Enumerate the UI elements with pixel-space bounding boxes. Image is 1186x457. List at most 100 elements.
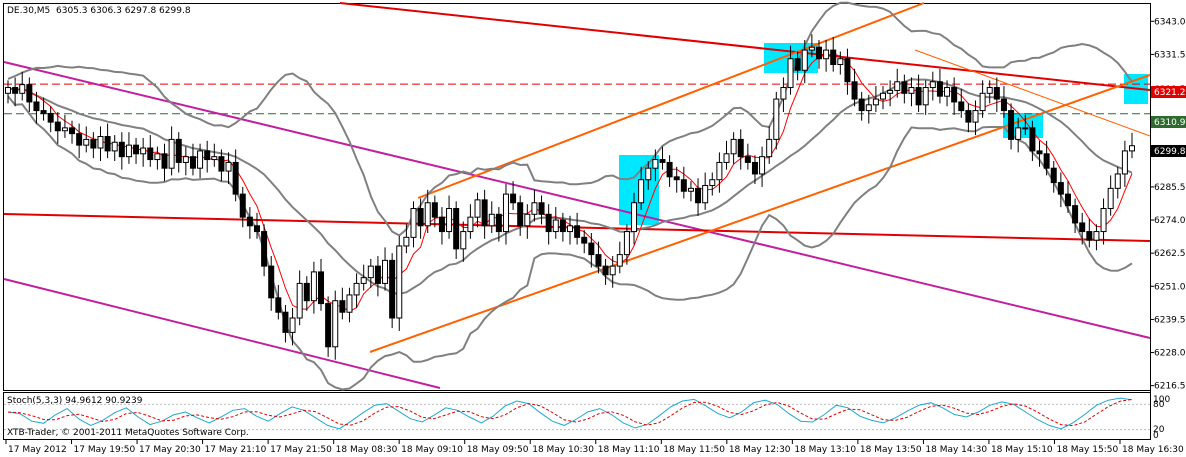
candle-body (524, 213, 531, 227)
price-tick-label: 6343.0 (1154, 17, 1186, 27)
candle-body (424, 202, 431, 227)
candle (986, 80, 993, 104)
candle (780, 77, 787, 113)
candle (588, 233, 595, 268)
candle-body (40, 110, 47, 114)
candle (616, 241, 623, 274)
candle-body (951, 87, 958, 103)
candle (1100, 198, 1107, 245)
candle-body (631, 202, 638, 233)
candle-body (880, 92, 887, 100)
candle-body (823, 49, 830, 60)
candle-body (766, 138, 773, 158)
candle (801, 40, 808, 84)
candles-layer (5, 34, 1135, 360)
candle (965, 103, 972, 133)
candle-body (446, 208, 453, 233)
candle-body (133, 144, 140, 155)
candle (751, 155, 758, 185)
candle (481, 189, 488, 239)
candle (374, 256, 381, 297)
candle-body (730, 138, 737, 155)
candle (1015, 117, 1022, 153)
candle-body (396, 245, 403, 319)
candle (225, 152, 232, 185)
candle (979, 80, 986, 118)
candle (189, 143, 196, 176)
candle-body (168, 138, 175, 169)
bollinger-upper (7, 1, 1133, 237)
candle-body (289, 317, 296, 333)
candle (744, 143, 751, 170)
candle (168, 126, 175, 176)
candle (90, 132, 97, 159)
candle (232, 149, 239, 202)
candle (645, 160, 652, 190)
candle (12, 77, 19, 107)
candle-body (773, 98, 780, 140)
candle-body (33, 101, 40, 112)
candle (837, 51, 844, 75)
candle-body (794, 58, 801, 71)
candle-body (218, 156, 225, 172)
candle-body (702, 184, 709, 204)
candle (737, 129, 744, 170)
candle-body (431, 202, 438, 218)
candle (1022, 114, 1029, 136)
candle (289, 307, 296, 346)
candle (830, 37, 837, 72)
candle (495, 207, 502, 242)
candle (1093, 224, 1100, 251)
candle (389, 253, 396, 329)
candle-body (965, 110, 972, 123)
candle (438, 207, 445, 245)
candle-body (1086, 231, 1093, 241)
candle-body (723, 153, 730, 163)
candle (638, 166, 645, 210)
svg-text:6299.8: 6299.8 (1154, 147, 1186, 157)
candle-body (801, 49, 808, 71)
time-tick-label: 18 May 15:10 (991, 445, 1053, 455)
candle-body (182, 156, 189, 163)
candle (936, 68, 943, 104)
candle-body (282, 311, 289, 333)
candle-body (958, 101, 965, 112)
candle (332, 290, 339, 360)
candle (431, 195, 438, 228)
candle (623, 224, 630, 265)
candle (794, 51, 801, 81)
candle (1050, 160, 1057, 193)
candle-body (225, 161, 232, 172)
candle-body (339, 300, 346, 313)
candle-body (602, 265, 609, 276)
time-tick-label: 18 May 08:30 (336, 445, 398, 455)
time-axis: 17 May 2012 17 May 19:50 17 May 20:30 17 Ma… (5, 440, 1184, 455)
candle (410, 201, 417, 248)
candle-body (246, 216, 253, 227)
candle-body (61, 127, 68, 132)
time-tick-label: 18 May 13:50 (860, 445, 922, 455)
candle-body (638, 179, 645, 204)
candle-body (389, 259, 396, 319)
candle-body (318, 271, 325, 305)
candle (488, 201, 495, 234)
candle (40, 97, 47, 121)
candle-body (588, 242, 595, 256)
price-tick-label: 6228.0 (1154, 349, 1186, 359)
candle (47, 106, 54, 133)
candle-body (303, 282, 310, 302)
candle-body (922, 87, 929, 106)
candle-body (972, 110, 979, 123)
candle (453, 201, 460, 259)
candle-body (104, 136, 111, 152)
time-tick-label: 17 May 21:50 (270, 445, 332, 455)
candle (54, 112, 61, 144)
candle (766, 126, 773, 164)
candle-body (751, 161, 758, 175)
candle (787, 45, 794, 95)
candle-body (623, 231, 630, 256)
bollinger-lower (7, 95, 1133, 391)
candle-body (310, 271, 317, 302)
candle (730, 132, 737, 164)
